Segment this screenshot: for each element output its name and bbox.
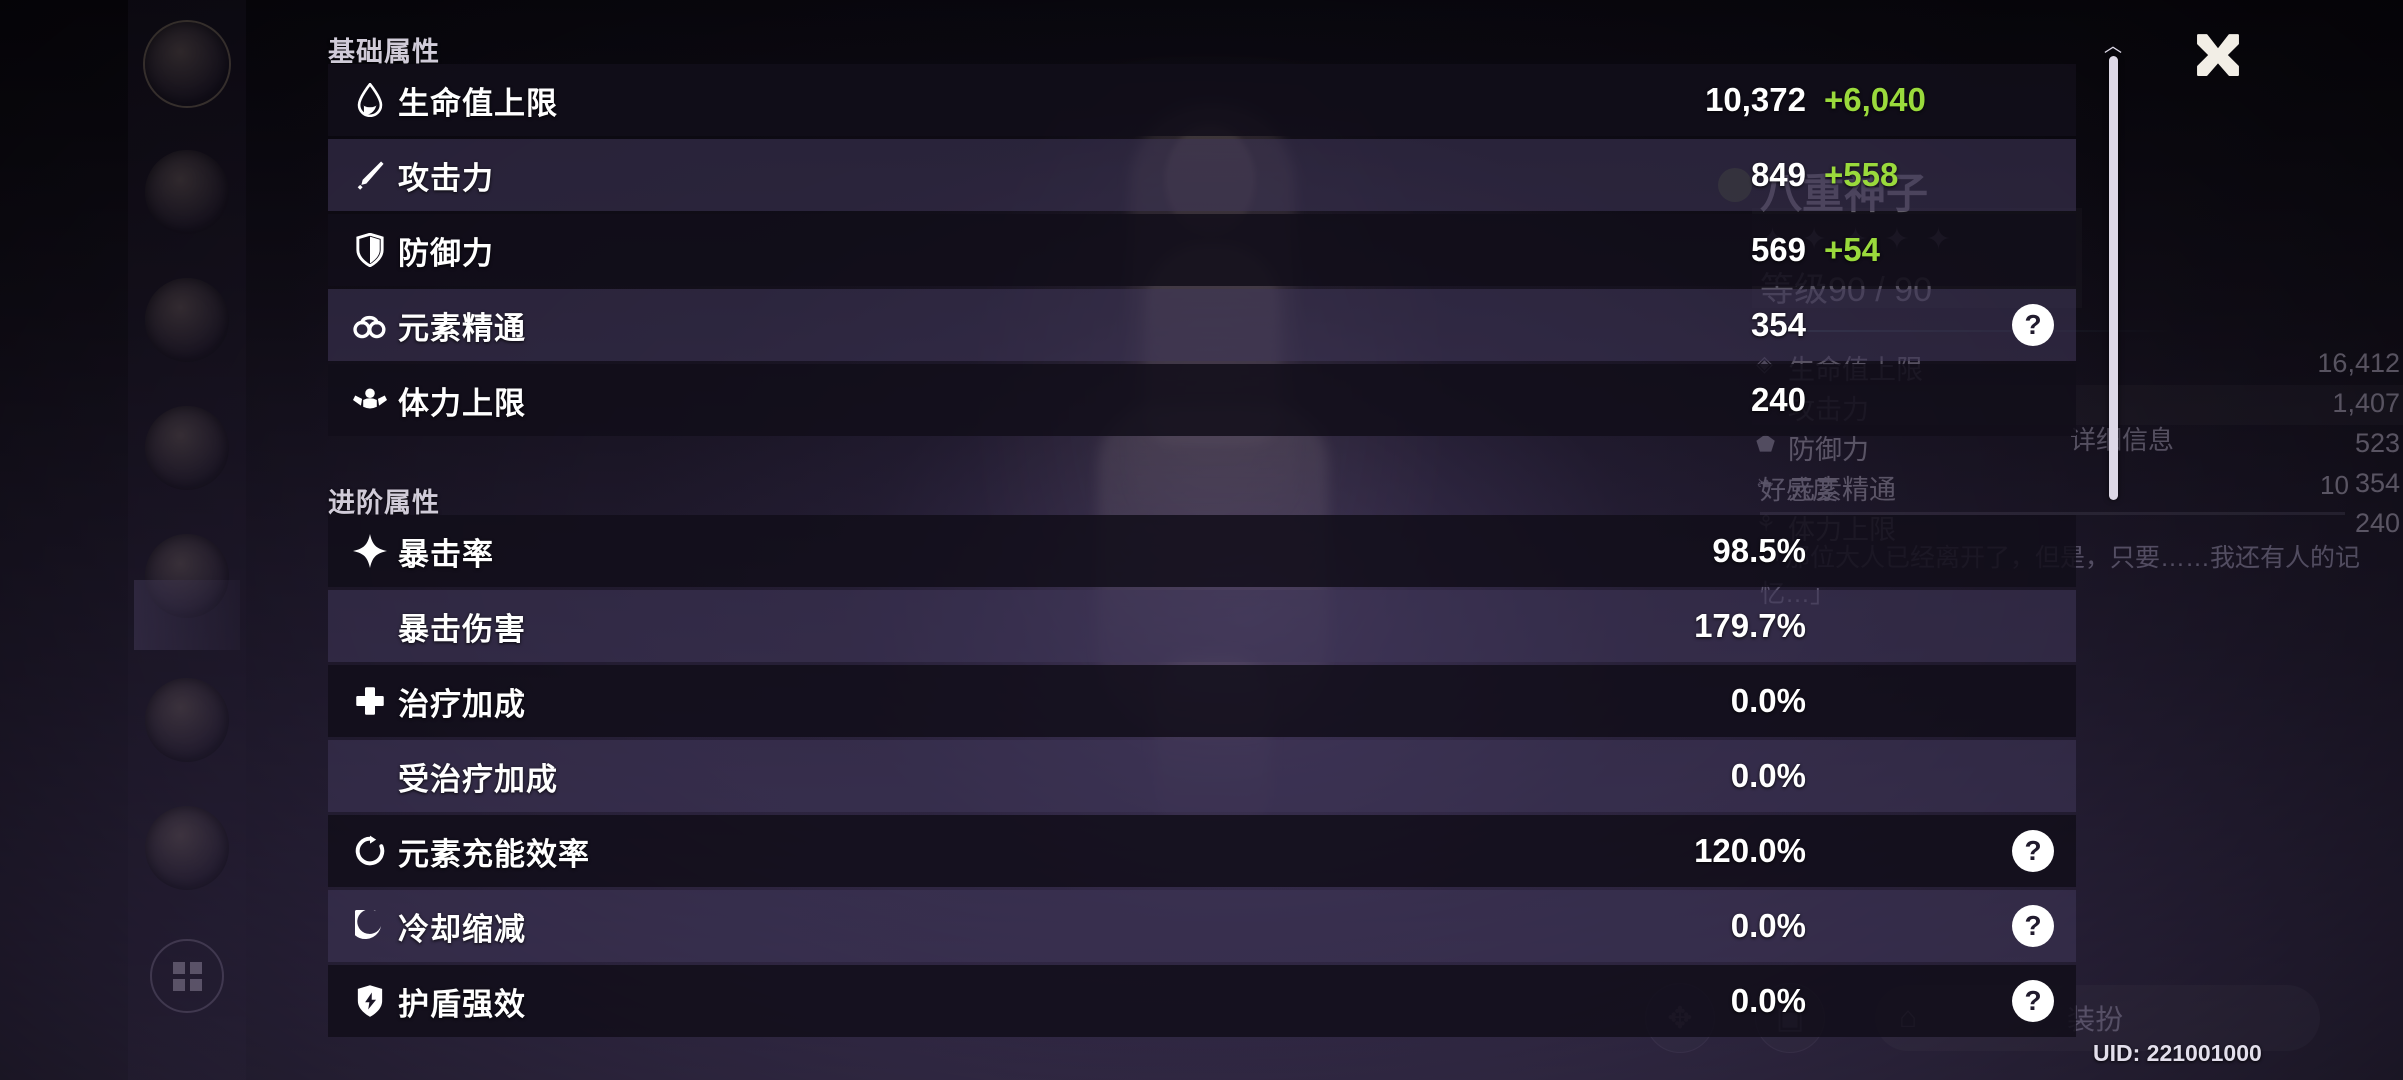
stat-row-energy-recharge[interactable]: 元素充能效率 120.0% ? <box>328 815 2076 887</box>
sidebar-active-highlight <box>134 580 240 650</box>
help-icon[interactable]: ? <box>2012 980 2054 1022</box>
character-thumb-icon <box>145 22 229 106</box>
close-icon <box>2197 34 2239 77</box>
grid-icon <box>150 939 224 1013</box>
stat-row-atk[interactable]: 攻击力 849 +558 ? <box>328 139 2076 211</box>
stat-name: 护盾强效 <box>398 986 526 1022</box>
stat-row-healing-bonus[interactable]: 治疗加成 0.0% ? <box>328 665 2076 737</box>
stat-name: 元素充能效率 <box>398 836 590 872</box>
bg-stat-value: 354 <box>2354 468 2400 498</box>
uid-label: UID: 221001000 <box>2093 1040 2262 1066</box>
stat-name: 防御力 <box>398 235 494 271</box>
stat-name: 冷却缩减 <box>398 911 526 947</box>
stat-name: 体力上限 <box>398 385 526 421</box>
stat-value: 354 <box>1750 306 1806 343</box>
stat-value: 0.0% <box>1730 982 1806 1019</box>
bg-detail-button: 详细信息 <box>2070 425 2175 455</box>
help-icon[interactable]: ? <box>2012 905 2054 947</box>
bg-friendship-label: 好感度 <box>1760 475 1839 505</box>
stat-row-cooldown-reduction[interactable]: 冷却缩减 0.0% ? <box>328 890 2076 962</box>
recharge-icon <box>342 835 398 867</box>
moon-icon <box>342 910 398 942</box>
stat-value: 98.5% <box>1712 532 1806 569</box>
bg-friendship-bar <box>1760 512 2345 515</box>
shield-icon <box>342 233 398 267</box>
bg-stat-value: 16,412 <box>2317 348 2400 378</box>
stat-name: 元素精通 <box>398 310 526 346</box>
stat-row-incoming-healing[interactable]: 受治疗加成 0.0% ? <box>328 740 2076 812</box>
sidebar-item-2[interactable] <box>134 256 240 384</box>
stat-bonus: +6,040 <box>1824 81 1926 118</box>
trefoil-icon: ❧ <box>1756 471 1775 496</box>
character-thumb-icon <box>145 806 229 890</box>
stat-row-shield-strength[interactable]: 护盾强效 0.0% ? <box>328 965 2076 1037</box>
character-thumb-icon <box>145 406 229 490</box>
section-title-base: 基础属性 <box>328 37 440 67</box>
scroll-up-chevron-icon[interactable]: ︿ <box>2104 36 2122 56</box>
bg-stat-value: 523 <box>2354 428 2400 458</box>
character-thumb-icon <box>145 150 229 234</box>
bg-stat-row: ⬟ 防御力 523 <box>1752 425 2403 465</box>
droplet-icon <box>342 83 398 117</box>
stat-row-crit-dmg[interactable]: 暴击伤害 179.7% ? <box>328 590 2076 662</box>
stat-row-hp[interactable]: 生命值上限 10,372 +6,040 ? <box>328 64 2076 136</box>
stat-row-crit-rate[interactable]: 暴击率 98.5% ? <box>328 515 2076 587</box>
stat-value: 569 <box>1750 231 1806 268</box>
shieldbolt-icon <box>342 984 398 1018</box>
stat-value: 849 <box>1750 156 1806 193</box>
stat-value: 240 <box>1750 381 1806 418</box>
stat-row-stamina[interactable]: 体力上限 240 ? <box>328 364 2076 436</box>
stat-value: 120.0% <box>1694 832 1806 869</box>
bg-stat-value: 1,407 <box>2332 388 2400 418</box>
sidebar-item-4[interactable] <box>134 512 240 640</box>
character-thumb-icon <box>145 678 229 762</box>
cross-icon <box>342 686 398 716</box>
stat-value: 10,372 <box>1705 81 1806 118</box>
stat-row-def[interactable]: 防御力 569 +54 ? <box>328 214 2076 286</box>
stat-name: 暴击伤害 <box>398 611 526 647</box>
stamina-icon <box>342 386 398 414</box>
scrollbar-thumb[interactable] <box>2109 56 2118 500</box>
bg-stat-name: 元素精通 <box>1788 475 1896 505</box>
stat-name: 暴击率 <box>398 536 494 572</box>
stat-name: 攻击力 <box>398 160 494 196</box>
bg-stat-row: ❧ 元素精通 354 <box>1752 465 2403 505</box>
shield-icon: ⬟ <box>1756 431 1776 456</box>
sword-icon <box>342 159 398 191</box>
sidebar-grid-button[interactable] <box>134 912 240 1040</box>
sidebar-item-0[interactable] <box>134 0 240 128</box>
sidebar-item-5[interactable] <box>134 656 240 784</box>
trefoil-icon <box>342 310 398 340</box>
stat-value: 0.0% <box>1730 682 1806 719</box>
stat-bonus: +54 <box>1824 231 1880 268</box>
section-title-advanced: 进阶属性 <box>328 488 440 518</box>
stat-row-elemental-mastery[interactable]: 元素精通 354 ? <box>328 289 2076 361</box>
stat-value: 0.0% <box>1730 757 1806 794</box>
bg-stat-value: 240 <box>2354 508 2400 538</box>
stat-name: 受治疗加成 <box>398 761 558 797</box>
stat-name: 生命值上限 <box>398 85 558 121</box>
character-thumb-icon <box>145 534 229 618</box>
stat-name: 治疗加成 <box>398 686 526 722</box>
sidebar-item-6[interactable] <box>134 784 240 912</box>
stat-value: 179.7% <box>1694 607 1806 644</box>
bg-stat-name: 防御力 <box>1788 435 1869 465</box>
help-icon[interactable]: ? <box>2012 304 2054 346</box>
character-thumb-icon <box>145 278 229 362</box>
bg-dress-label: 装扮 <box>2067 1004 2124 1035</box>
help-icon[interactable]: ? <box>2012 830 2054 872</box>
sidebar-item-1[interactable] <box>134 128 240 256</box>
close-button[interactable] <box>2180 22 2256 98</box>
stat-value: 0.0% <box>1730 907 1806 944</box>
bg-friendship-value: 10 <box>2320 470 2349 500</box>
stat-bonus: +558 <box>1824 156 1899 193</box>
sidebar-item-3[interactable] <box>134 384 240 512</box>
crit-star-icon <box>342 534 398 568</box>
character-sidebar[interactable] <box>128 0 246 1080</box>
